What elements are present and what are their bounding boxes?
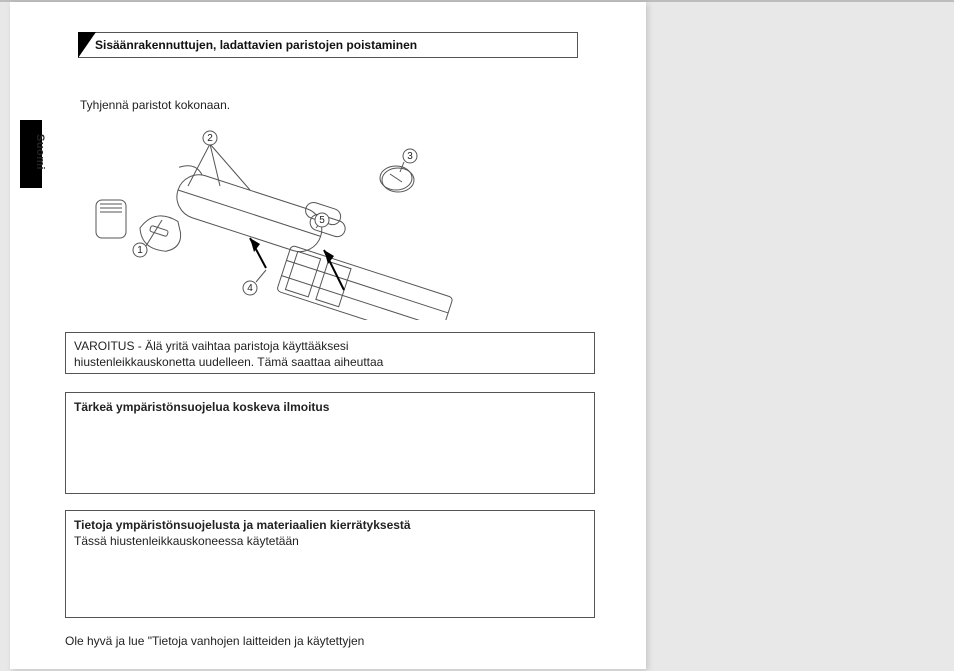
- section-title: Sisäänrakennuttujen, ladattavien paristo…: [95, 38, 417, 52]
- intro-text: Tyhjennä paristot kokonaan.: [80, 98, 230, 112]
- callout-5: 5: [319, 215, 325, 226]
- callout-1: 1: [137, 245, 143, 256]
- manual-page: Suomi Sisäänrakennuttujen, ladattavien p…: [10, 2, 646, 669]
- env-notice-heading: Tärkeä ympäristönsuojelua koskeva ilmoit…: [74, 399, 329, 415]
- language-label: Suomi: [34, 134, 46, 170]
- warning-line1: VAROITUS - Älä yritä vaihtaa paristoja k…: [74, 338, 349, 354]
- footer-text: Ole hyvä ja lue "Tietoja vanhojen laitte…: [65, 634, 364, 648]
- section-title-bar: Sisäänrakennuttujen, ladattavien paristo…: [78, 32, 578, 58]
- recycling-heading: Tietoja ympäristönsuojelusta ja materiaa…: [74, 517, 411, 533]
- recycling-info-box: Tietoja ympäristönsuojelusta ja materiaa…: [65, 510, 595, 618]
- warning-box: VAROITUS - Älä yritä vaihtaa paristoja k…: [65, 332, 595, 374]
- callout-3: 3: [407, 151, 413, 162]
- warning-line2: hiustenleikkauskonetta uudelleen. Tämä s…: [74, 354, 383, 370]
- callout-2: 2: [207, 133, 213, 144]
- battery-removal-diagram: 1 2 3 4 5: [88, 120, 488, 320]
- callout-4: 4: [247, 283, 253, 294]
- env-notice-box: Tärkeä ympäristönsuojelua koskeva ilmoit…: [65, 392, 595, 494]
- recycling-line: Tässä hiustenleikkauskoneessa käytetään: [74, 533, 299, 549]
